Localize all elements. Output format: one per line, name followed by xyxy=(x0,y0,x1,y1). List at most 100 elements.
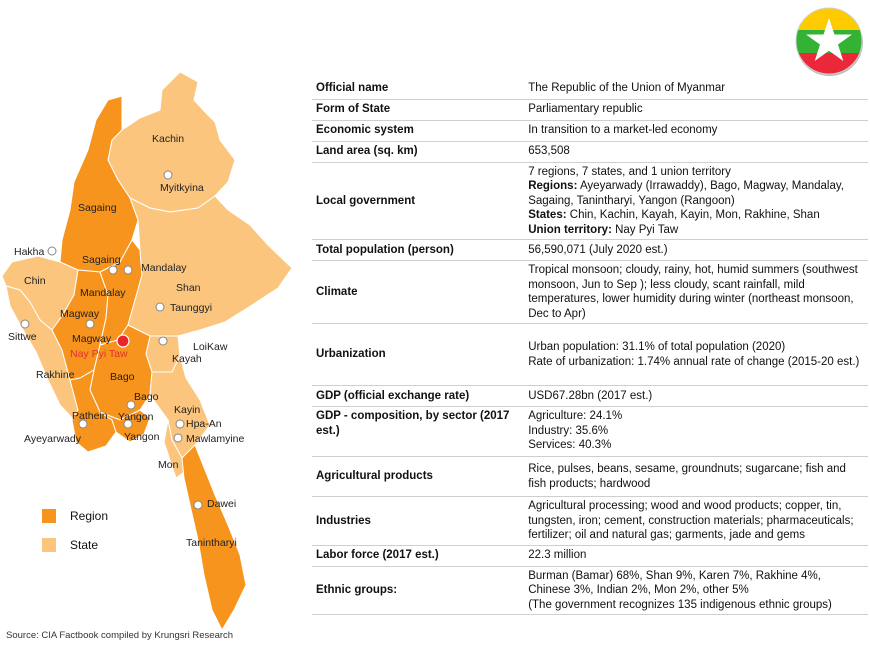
sagaing-marker xyxy=(108,265,118,275)
map-label-sagaing-city: Sagaing xyxy=(82,254,121,266)
fact-label-gdp-composition: GDP - composition, by sector (2017 est.) xyxy=(312,406,525,457)
map-label-pathein: Pathein xyxy=(72,410,108,422)
legend-label-region: Region xyxy=(70,509,109,523)
nay-pyi-taw-marker xyxy=(116,334,130,348)
map-label-mandalay-city: Mandalay xyxy=(141,262,187,274)
fact-value-total-population: 56,590,071 (July 2020 est.) xyxy=(524,239,868,261)
mon-state xyxy=(163,419,185,479)
table-row: GDP - composition, by sector (2017 est.)… xyxy=(312,406,868,457)
map-label-magway-city: Magway xyxy=(72,333,112,345)
map-label-ayeyarwady: Ayeyarwady xyxy=(24,433,82,445)
gdp-agriculture: Agriculture: 24.1% xyxy=(528,410,623,422)
fact-value-climate: Tropical monsoon; cloudy, rainy, hot, hu… xyxy=(524,260,868,324)
country-facts-table: Official name The Republic of the Union … xyxy=(312,78,868,615)
fact-value-urbanization: Urban population: 31.1% of total populat… xyxy=(524,323,868,386)
map-label-mandalay-region: Mandalay xyxy=(80,287,126,299)
regions-value: Ayeyarwady (Irrawaddy), Bago, Magway, Ma… xyxy=(528,180,844,207)
fact-value-labor-force: 22.3 million xyxy=(524,545,868,567)
map-label-kayah: Kayah xyxy=(172,353,202,365)
fact-label-form-of-state: Form of State xyxy=(312,99,525,121)
map-label-kayin: Kayin xyxy=(174,404,200,416)
ethnic-groups-list: Burman (Bamar) 68%, Shan 9%, Karen 7%, R… xyxy=(528,569,821,597)
yangon-marker xyxy=(123,419,133,429)
map-label-hpa-an: Hpa-An xyxy=(186,418,222,430)
map-label-yangon-region: Yangon xyxy=(118,411,154,423)
map-label-chin: Chin xyxy=(24,275,46,287)
map-label-shan: Shan xyxy=(176,282,201,294)
fact-value-form-of-state: Parliamentary republic xyxy=(524,99,868,121)
gdp-industry: Industry: 35.6% xyxy=(528,424,609,437)
table-row: Economic system In transition to a marke… xyxy=(312,120,868,142)
gdp-services: Services: 40.3% xyxy=(528,439,612,451)
table-row: Agricultural products Rice, pulses, bean… xyxy=(312,456,868,497)
pathein-marker xyxy=(78,419,88,429)
map-label-myitkyina: Myitkyina xyxy=(160,182,204,194)
mawlamyine-marker xyxy=(173,433,183,443)
map-label-tanintharyi: Tanintharyi xyxy=(186,537,237,549)
map-label-sittwe: Sittwe xyxy=(8,331,37,343)
table-row: Local government 7 regions, 7 states, an… xyxy=(312,162,868,240)
dawei-marker xyxy=(193,500,203,510)
map-label-taunggyi: Taunggyi xyxy=(170,302,212,314)
legend-swatch-state xyxy=(42,538,56,552)
taunggyi-marker xyxy=(155,302,165,312)
fact-label-labor-force: Labor force (2017 est.) xyxy=(312,545,525,567)
fact-label-economic-system: Economic system xyxy=(312,120,525,142)
fact-value-agricultural-products: Rice, pulses, beans, sesame, groundnuts;… xyxy=(524,456,868,497)
fact-label-climate: Climate xyxy=(312,260,525,324)
fact-label-land-area: Land area (sq. km) xyxy=(312,141,525,163)
urban-population: Urban population: 31.1% of total populat… xyxy=(528,341,786,353)
fact-label-agricultural-products: Agricultural products xyxy=(312,456,525,497)
map-label-mawlamyine: Mawlamyine xyxy=(186,433,245,445)
map-label-dawei: Dawei xyxy=(207,498,236,510)
fact-value-gdp: USD67.28bn (2017 est.) xyxy=(524,385,868,407)
fact-label-local-government: Local government xyxy=(312,162,525,240)
fact-value-industries: Agricultural processing; wood and wood p… xyxy=(524,496,868,546)
legend-label-state: State xyxy=(70,538,99,552)
table-row: Ethnic groups: Burman (Bamar) 68%, Shan … xyxy=(312,566,868,615)
mandalay-marker xyxy=(123,265,133,275)
states-value: Chin, Kachin, Kayah, Kayin, Mon, Rakhine… xyxy=(569,209,820,221)
table-row: Form of State Parliamentary republic xyxy=(312,99,868,121)
union-territory-label: Union territory: xyxy=(528,223,612,236)
local-government-summary: 7 regions, 7 states, and 1 union territo… xyxy=(528,165,731,178)
loikaw-marker xyxy=(158,336,168,346)
fact-label-industries: Industries xyxy=(312,496,525,546)
regions-label: Regions: xyxy=(528,180,578,192)
fact-value-economic-system: In transition to a market-led economy xyxy=(524,120,868,142)
table-row: Official name The Republic of the Union … xyxy=(312,78,868,100)
myitkyina-marker xyxy=(163,170,173,180)
magway-marker xyxy=(85,319,95,329)
fact-label-gdp: GDP (official exchange rate) xyxy=(312,385,525,407)
urbanization-rate: Rate of urbanization: 1.74% annual rate … xyxy=(528,355,860,368)
fact-label-official-name: Official name xyxy=(312,78,525,100)
legend-swatch-region xyxy=(42,509,56,523)
map-label-rakhine: Rakhine xyxy=(36,369,75,381)
table-row: Total population (person) 56,590,071 (Ju… xyxy=(312,239,868,261)
tanintharyi-region xyxy=(181,444,247,630)
fact-value-land-area: 653,508 xyxy=(524,141,868,163)
fact-label-urbanization: Urbanization xyxy=(312,323,525,386)
kayin-state xyxy=(149,354,211,459)
table-row: Land area (sq. km) 653,508 xyxy=(312,141,868,163)
myanmar-flag-icon xyxy=(795,7,863,76)
fact-value-gdp-composition: Agriculture: 24.1% Industry: 35.6% Servi… xyxy=(524,406,868,457)
shan-state xyxy=(127,195,293,337)
table-row: Climate Tropical monsoon; cloudy, rainy,… xyxy=(312,260,868,324)
table-row: Labor force (2017 est.) 22.3 million xyxy=(312,545,868,567)
union-territory-value: Nay Pyi Taw xyxy=(615,223,679,236)
map-label-kachin: Kachin xyxy=(152,133,184,145)
map-label-bago-city: Bago xyxy=(134,391,159,403)
map-label-loikaw: LoiKaw xyxy=(193,341,228,353)
map-label-bago-region: Bago xyxy=(110,371,135,383)
fact-label-ethnic-groups: Ethnic groups: xyxy=(312,566,525,615)
fact-label-total-population: Total population (person) xyxy=(312,239,525,261)
myanmar-map: Kachin Myitkyina Sagaing Hakha Sagaing M… xyxy=(1,71,293,630)
states-label: States: xyxy=(528,209,567,221)
table-row: Urbanization Urban population: 31.1% of … xyxy=(312,323,868,386)
bago-marker xyxy=(126,400,136,410)
map-label-mon: Mon xyxy=(158,459,179,471)
map-label-nay-pyi-taw: Nay Pyi Taw xyxy=(70,348,128,360)
map-label-yangon-city: Yangon xyxy=(124,431,160,443)
fact-value-official-name: The Republic of the Union of Myanmar xyxy=(524,78,868,100)
